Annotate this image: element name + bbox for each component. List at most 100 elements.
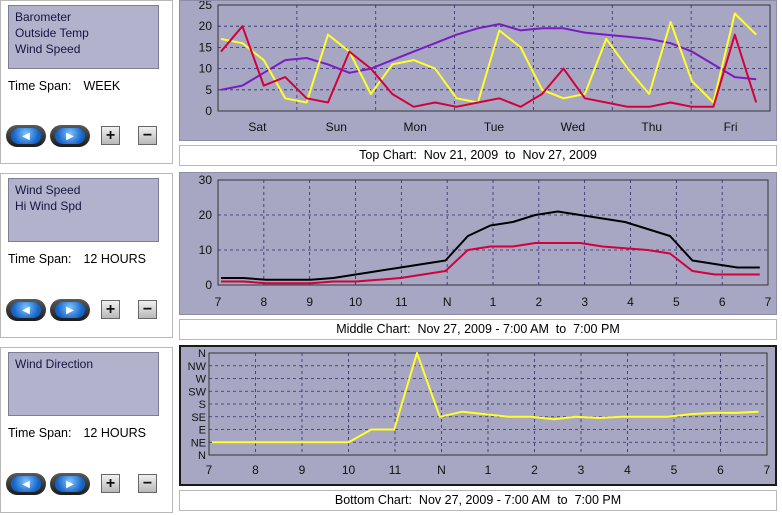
series-list-bottom[interactable]: Wind Direction — [8, 352, 159, 416]
x-tick-label: 4 — [624, 463, 631, 477]
top-chart[interactable]: 0 5 10 15 20 25 Sat Sun Mon Tue Wed Thu Fri — [179, 0, 777, 141]
series-item[interactable]: Wind Speed — [15, 42, 81, 56]
x-tick-label: 2 — [535, 295, 542, 309]
series-item[interactable]: Wind Speed — [15, 183, 81, 197]
x-tick-label: 6 — [719, 295, 726, 309]
series-line — [212, 352, 759, 444]
time-span-label: Time Span: — [8, 252, 72, 266]
x-tick-label: 10 — [342, 463, 356, 477]
bottom-chart[interactable]: N NW W SW S SE E NE N 7 8 9 10 11 N 1 2 3 4 5 6 7 — [179, 345, 777, 486]
y-tick-label: NE — [191, 437, 206, 449]
top-chart-svg: 0 5 10 15 20 25 Sat Sun Mon Tue Wed Thu Fri — [199, 1, 771, 134]
y-tick-label: SE — [191, 412, 206, 424]
x-tick-label: 4 — [627, 295, 634, 309]
back-button[interactable]: ◀ — [6, 299, 46, 321]
y-tick-label: E — [199, 425, 206, 437]
series-item[interactable]: Hi Wind Spd — [15, 199, 82, 213]
forward-button[interactable]: ▶ — [50, 473, 90, 495]
x-tick-label: Mon — [403, 120, 426, 134]
y-tick-label: NW — [188, 361, 207, 373]
time-span-row: Time Span: 12 HOURS — [8, 252, 146, 266]
time-span-label: Time Span: — [8, 426, 72, 440]
middle-chart-controls: Wind Speed Hi Wind Spd Time Span: 12 HOUR… — [0, 173, 173, 338]
middle-chart-svg: 0 10 20 30 7 8 9 10 11 N 1 2 3 4 5 6 7 — [199, 173, 772, 309]
plot-frame — [217, 4, 771, 112]
time-span-value[interactable]: WEEK — [83, 79, 121, 93]
forward-button[interactable]: ▶ — [50, 125, 90, 147]
x-tick-label: Fri — [724, 120, 738, 134]
x-tick-label: 7 — [206, 463, 213, 477]
x-tick-label: 2 — [531, 463, 538, 477]
x-tick-label: 3 — [581, 295, 588, 309]
x-tick-label: 11 — [389, 463, 402, 477]
zoom-out-button[interactable]: − — [138, 300, 157, 319]
back-arrow-icon: ◀ — [11, 476, 41, 492]
time-span-row: Time Span: 12 HOURS — [8, 426, 146, 440]
y-tick-label: 30 — [199, 173, 213, 187]
series-line — [221, 242, 760, 285]
y-tick-label: 10 — [199, 243, 213, 257]
y-tick-label: 10 — [199, 62, 213, 76]
y-tick-label: N — [198, 450, 206, 462]
forward-button[interactable]: ▶ — [50, 299, 90, 321]
x-tick-label: 7 — [764, 463, 771, 477]
series-list-middle[interactable]: Wind Speed Hi Wind Spd — [8, 178, 159, 242]
x-tick-label: 9 — [299, 463, 306, 477]
y-tick-label: 0 — [205, 278, 212, 292]
y-tick-label: N — [198, 348, 206, 360]
x-tick-label: 6 — [717, 463, 724, 477]
series-item[interactable]: Barometer — [15, 10, 72, 24]
y-tick-label: 20 — [199, 208, 213, 222]
forward-arrow-icon: ▶ — [55, 476, 85, 492]
y-tick-label: 20 — [199, 19, 213, 33]
time-span-label: Time Span: — [8, 79, 72, 93]
plot-frame — [217, 179, 769, 286]
y-tick-label: SW — [188, 386, 206, 398]
back-arrow-icon: ◀ — [11, 302, 41, 318]
series-list-top[interactable]: Barometer Outside Temp Wind Speed — [8, 5, 159, 69]
zoom-in-button[interactable]: + — [101, 300, 120, 319]
series-item[interactable]: Outside Temp — [15, 26, 89, 40]
x-tick-label: 8 — [252, 463, 259, 477]
zoom-out-button[interactable]: − — [138, 126, 157, 145]
zoom-in-button[interactable]: + — [101, 474, 120, 493]
x-tick-label: 7 — [765, 295, 772, 309]
y-tick-label: S — [199, 399, 206, 411]
top-chart-caption: Top Chart: Nov 21, 2009 to Nov 27, 2009 — [179, 145, 777, 166]
y-tick-label: 0 — [205, 104, 212, 118]
time-span-value[interactable]: 12 HOURS — [83, 252, 146, 266]
x-tick-label: 9 — [306, 295, 313, 309]
x-tick-label: 5 — [671, 463, 678, 477]
series-line — [220, 25, 758, 108]
bottom-chart-controls: Wind Direction Time Span: 12 HOURS ◀ ▶ + … — [0, 347, 173, 513]
y-tick-label: 25 — [199, 1, 213, 12]
top-chart-controls: Barometer Outside Temp Wind Speed Time S… — [0, 0, 173, 164]
series-line — [221, 210, 760, 281]
x-tick-label: N — [443, 295, 452, 309]
series-line — [220, 23, 757, 91]
x-tick-label: 7 — [215, 295, 222, 309]
y-tick-label: W — [196, 374, 207, 386]
x-tick-label: Tue — [484, 120, 505, 134]
x-tick-label: Thu — [641, 120, 662, 134]
y-tick-label: 15 — [199, 40, 213, 54]
back-button[interactable]: ◀ — [6, 125, 46, 147]
time-span-row: Time Span: WEEK — [8, 79, 120, 93]
x-tick-label: Wed — [561, 120, 585, 134]
bottom-chart-caption: Bottom Chart: Nov 27, 2009 - 7:00 AM to … — [179, 490, 777, 511]
x-tick-label: 10 — [349, 295, 363, 309]
back-button[interactable]: ◀ — [6, 473, 46, 495]
zoom-out-button[interactable]: − — [138, 474, 157, 493]
x-tick-label: 3 — [578, 463, 585, 477]
forward-arrow-icon: ▶ — [55, 302, 85, 318]
x-tick-label: Sun — [326, 120, 347, 134]
series-item[interactable]: Wind Direction — [15, 357, 94, 371]
time-span-value[interactable]: 12 HOURS — [83, 426, 146, 440]
zoom-in-button[interactable]: + — [101, 126, 120, 145]
middle-chart[interactable]: 0 10 20 30 7 8 9 10 11 N 1 2 3 4 5 6 7 — [179, 172, 777, 315]
x-tick-label: 1 — [485, 463, 492, 477]
x-tick-label: 8 — [260, 295, 267, 309]
middle-chart-caption: Middle Chart: Nov 27, 2009 - 7:00 AM to … — [179, 319, 777, 340]
x-tick-label: 11 — [395, 295, 408, 309]
